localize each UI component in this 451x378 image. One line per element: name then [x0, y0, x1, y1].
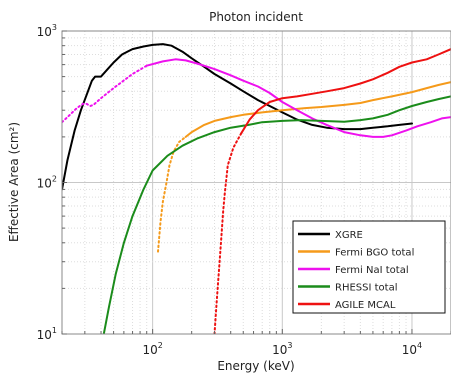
- y-tick-label: 102: [37, 175, 57, 191]
- y-tick-label: 103: [37, 23, 57, 39]
- x-axis-label: Energy (keV): [217, 359, 294, 373]
- legend-label-xgre: XGRE: [335, 230, 363, 241]
- series-line-fermi-nai-total-dotted: [62, 64, 148, 124]
- series-line-fermi-bgo-total-dotted: [157, 135, 187, 253]
- series-line-fermi-nai-total: [145, 58, 451, 138]
- series-layer: [62, 43, 451, 334]
- chart-title: Photon incident: [209, 10, 303, 24]
- x-tick-label: 103: [272, 341, 292, 357]
- y-axis-label: Effective Area (cm²): [7, 122, 21, 242]
- x-tick-label: 104: [402, 341, 422, 357]
- y-tick-label: 101: [37, 326, 57, 342]
- legend-box: [292, 220, 446, 314]
- legend-label-fermi-nai-total: Fermi NaI total: [335, 265, 409, 276]
- legend-label-rhessi-total: RHESSI total: [335, 283, 397, 294]
- x-tick-label: 102: [142, 341, 162, 357]
- legend-label-agile-mcal: AGILE MCAL: [335, 300, 396, 311]
- series-line-fermi-bgo-total: [184, 81, 451, 138]
- legend: XGRE Fermi BGO total Fermi NaI total RHESSI…: [292, 220, 446, 314]
- series-line-rhessi-total: [102, 95, 451, 334]
- legend-label-fermi-bgo-total: Fermi BGO total: [335, 248, 414, 259]
- series-line-agile-mcal: [240, 48, 451, 135]
- tick-marks: 102 103 104 101 102 103: [37, 23, 451, 357]
